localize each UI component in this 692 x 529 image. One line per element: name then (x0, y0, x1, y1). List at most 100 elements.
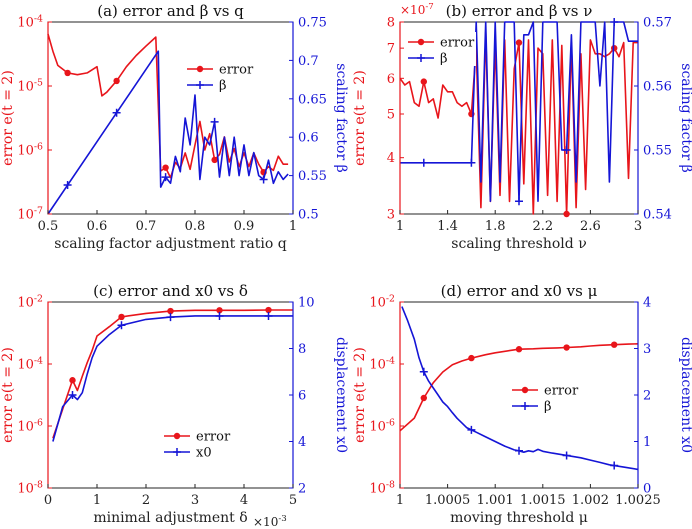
legend-label: x0 (196, 446, 212, 461)
data-point-marker (112, 108, 121, 117)
y-axis-label-right: scaling factor β (678, 63, 692, 172)
legend-marker (521, 386, 529, 394)
x-axis-label: minimal adjustment δ (93, 510, 247, 526)
x-tick-label: 1 (396, 493, 404, 508)
data-point-marker (259, 175, 268, 184)
y-axis-label-right: scaling factor β (333, 63, 349, 172)
y-tick-label-left: 10-8 (369, 479, 395, 497)
y-tick-label-left: 10-6 (369, 417, 395, 435)
x-axis-label: moving threshold μ (450, 510, 588, 526)
data-point-marker (162, 164, 169, 171)
legend-label: error (544, 384, 579, 399)
y-tick-label-left: 10-6 (17, 141, 43, 159)
y-tick-label-right: 0.55 (298, 169, 327, 184)
legend-label: β (544, 400, 552, 415)
legend-label: β (219, 79, 227, 94)
y-tick-label-right: 0.65 (298, 92, 327, 107)
data-point-marker (167, 307, 174, 315)
x-tick-label: 0.9 (234, 219, 255, 234)
y-tick-label-left: 10-4 (17, 355, 43, 373)
y-tick-label-right: 6 (298, 389, 306, 404)
legend-marker (196, 81, 204, 89)
chart-title: (b) error and β vs ν (446, 2, 593, 20)
x-axis-label: scaling factor adjustment ratio q (54, 236, 286, 252)
y-tick-label-right: 4 (643, 296, 651, 311)
panel-b: 1 1.4 1.8 2.2 2.6 3 3 4 5 6 7 8 0.54 0.55 0.56 0.57 (b) … (352, 2, 692, 252)
data-point-marker (216, 307, 223, 314)
y-tick-label-left: 5 (387, 108, 395, 123)
data-point-marker (264, 311, 273, 320)
x-tick-label: 0.8 (185, 219, 206, 234)
chart-title: (c) error and x0 vs δ (93, 282, 248, 300)
y-tick-label-right: 0 (643, 482, 651, 497)
data-point-marker (611, 341, 618, 348)
legend-label: error (440, 36, 475, 51)
legend-marker (173, 448, 181, 456)
y-axis-label-left: error e(t = 2) (0, 70, 16, 166)
plot-frame (47, 301, 294, 489)
legend-box (508, 380, 580, 414)
data-point-marker (210, 117, 219, 126)
y-tick-label-right: 0.75 (298, 16, 327, 31)
data-point-marker (610, 461, 619, 470)
data-point-marker (211, 156, 218, 164)
y-tick-label-right: 0.57 (643, 16, 672, 31)
data-point-marker (467, 425, 476, 434)
y-axis-label-left: error e(t = 2) (0, 347, 16, 443)
panel-a: 0.5 0.6 0.7 0.8 0.9 1 10-7 10-6 10-5 10-4 0.5 0.55 0… (0, 2, 349, 252)
x-tick-label: 0 (44, 493, 52, 508)
data-point-marker (515, 197, 523, 206)
y-tick-label-right: 0.56 (643, 80, 672, 95)
data-point-marker (610, 18, 619, 26)
x-tick-label: 0.6 (87, 219, 108, 234)
chart-title: (a) error and β vs q (97, 2, 244, 20)
y-tick-label-right: 0.55 (643, 144, 672, 159)
y-tick-label-right: 8 (298, 342, 306, 357)
axis-exponent-label: ×10-3 (253, 514, 287, 529)
x-tick-label: 1.0025 (615, 493, 661, 508)
legend-box (404, 32, 476, 66)
legend-marker (417, 54, 425, 62)
series-line-right (47, 50, 289, 215)
series-line-right (52, 315, 293, 442)
y-tick-label-right: 0.7 (298, 54, 319, 69)
series-line-right (400, 21, 638, 202)
data-point-marker (419, 367, 428, 376)
legend-marker (417, 38, 425, 46)
x-tick-label: 1.8 (485, 219, 506, 234)
x-tick-label: 0.5 (38, 219, 59, 234)
legend-marker (196, 65, 204, 73)
data-point-marker (113, 77, 120, 85)
y-tick-label-right: 0.5 (298, 208, 319, 223)
legend-label: β (440, 52, 448, 67)
data-point-marker (419, 158, 428, 167)
panel-c: 0 1 2 3 4 5 10-8 10-6 10-4 10-2 2 4 6 8 10 (c) error an… (0, 282, 349, 529)
y-tick-label-left: 10-6 (17, 417, 43, 435)
legend-box (160, 426, 232, 460)
x-axis-label: scaling threshold ν (451, 236, 586, 252)
y-tick-label-left: 7 (387, 42, 395, 57)
data-point-marker (468, 354, 475, 362)
x-tick-label: 1.001 (477, 493, 514, 508)
data-point-marker (467, 158, 476, 167)
y-tick-label-left: 6 (387, 72, 395, 87)
y-tick-label-right: 4 (298, 435, 306, 450)
data-point-marker (420, 78, 427, 85)
y-tick-label-right: 0.6 (298, 131, 319, 146)
y-tick-label-right: 2 (643, 389, 651, 404)
panel-d: 1 1.0005 1.001 1.0015 1.002 1.0025 10-8 10-6 10-… (352, 282, 692, 526)
series-line-error (52, 309, 293, 439)
x-tick-label: 1.0015 (520, 493, 566, 508)
data-point-marker (265, 306, 272, 314)
y-tick-label-left: 10-4 (369, 355, 395, 373)
legend-box (183, 59, 255, 93)
legend-label: error (196, 430, 231, 445)
data-point-marker (68, 391, 77, 399)
y-tick-label-left: 8 (387, 16, 395, 31)
y-tick-label-left: 4 (387, 151, 395, 166)
series-line-error (47, 33, 289, 179)
